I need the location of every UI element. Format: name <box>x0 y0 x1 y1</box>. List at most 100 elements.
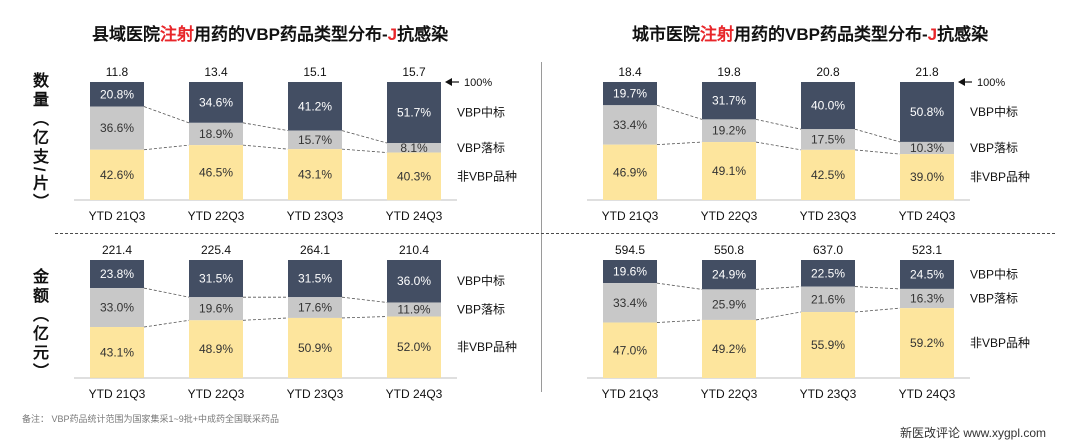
x-tick-label: YTD 22Q3 <box>188 209 245 223</box>
legend-label: 非VBP品种 <box>970 336 1030 350</box>
x-tick-label: YTD 23Q3 <box>287 209 344 223</box>
total-label: 550.8 <box>714 243 744 257</box>
bar-segment <box>603 283 657 323</box>
x-tick-label: YTD 21Q3 <box>602 209 659 223</box>
data-label: 43.1% <box>298 168 332 182</box>
row-label-quantity: 数量（亿支/片） <box>30 72 47 213</box>
data-label: 51.7% <box>397 106 431 120</box>
data-label: 39.0% <box>910 170 944 184</box>
data-label: 55.9% <box>811 338 845 352</box>
x-tick-label: YTD 22Q3 <box>701 209 758 223</box>
x-tick-label: YTD 23Q3 <box>800 209 857 223</box>
legend-label: VBP中标 <box>970 266 1018 281</box>
bar-segment <box>90 327 144 378</box>
bar-segment <box>603 144 657 200</box>
bar-segment <box>801 149 855 200</box>
x-tick-label: YTD 24Q3 <box>386 209 443 223</box>
data-label: 19.6% <box>199 302 233 316</box>
bar-segment <box>387 82 441 144</box>
data-label: 47.0% <box>613 343 647 357</box>
connector-line <box>854 149 901 155</box>
data-label: 17.5% <box>811 133 845 147</box>
title-part: 用药的VBP药品类型分布- <box>734 25 928 44</box>
total-label: 21.8 <box>915 65 939 79</box>
data-label: 23.8% <box>100 267 134 281</box>
x-tick-label: YTD 24Q3 <box>899 387 956 401</box>
legend-label: VBP中标 <box>970 104 1018 119</box>
legend-label: VBP中标 <box>457 105 505 120</box>
bar-segment <box>900 260 954 289</box>
bar-segment <box>288 317 342 378</box>
data-label: 31.7% <box>712 94 746 108</box>
data-label: 49.1% <box>712 164 746 178</box>
legend-label: 非VBP品种 <box>457 340 517 354</box>
bar-segment <box>702 319 756 378</box>
total-label: 20.8 <box>816 65 840 79</box>
panel-divider-vertical <box>541 62 542 392</box>
total-label: 13.4 <box>204 65 228 79</box>
bar-segment <box>288 260 342 298</box>
title-highlight: 注射 <box>700 25 734 44</box>
bar-segment <box>900 288 954 309</box>
connector-line <box>755 311 802 321</box>
total-label: 15.7 <box>402 65 426 79</box>
total-label: 225.4 <box>201 243 231 257</box>
bar-segment <box>189 297 243 321</box>
bar-segment <box>702 142 756 200</box>
data-label: 34.6% <box>199 95 233 109</box>
hundred-percent-label: 100% <box>977 77 1005 89</box>
x-tick-label: YTD 21Q3 <box>89 387 146 401</box>
x-tick-label: YTD 24Q3 <box>386 387 443 401</box>
bar-segment <box>603 82 657 106</box>
bar-segment <box>90 106 144 150</box>
bar-segment <box>702 82 756 120</box>
bar-segment <box>189 260 243 298</box>
connector-line <box>854 286 901 290</box>
chart-title-city: 城市医院注射用药的VBP药品类型分布-J抗感染 <box>632 20 988 45</box>
bar-segment <box>801 312 855 378</box>
data-label: 46.9% <box>613 165 647 179</box>
x-tick-label: YTD 22Q3 <box>701 387 758 401</box>
data-label: 18.9% <box>199 127 233 141</box>
data-label: 42.5% <box>811 168 845 182</box>
connector-line <box>143 287 190 298</box>
bar-segment <box>702 119 756 143</box>
data-label: 46.5% <box>199 166 233 180</box>
bar-segment <box>189 320 243 378</box>
connector-line <box>755 286 802 290</box>
bar-segment <box>801 260 855 287</box>
hundred-percent-label: 100% <box>464 77 492 89</box>
title-highlight: J <box>927 25 938 44</box>
data-label: 36.6% <box>100 121 134 135</box>
total-label: 210.4 <box>399 243 429 257</box>
bar-segment <box>90 260 144 289</box>
data-label: 17.6% <box>298 301 332 315</box>
connector-line <box>656 104 703 120</box>
data-label: 50.9% <box>298 341 332 355</box>
chart-title-county: 县域医院注射用药的VBP药品类型分布-J抗感染 <box>92 20 448 45</box>
x-tick-label: YTD 24Q3 <box>899 209 956 223</box>
data-label: 36.0% <box>397 274 431 288</box>
title-part: 城市医院 <box>632 25 700 44</box>
total-label: 523.1 <box>912 243 942 257</box>
connector-line <box>854 128 901 143</box>
connector-line <box>656 319 703 323</box>
bar-segment <box>288 130 342 150</box>
bar-segment <box>900 141 954 155</box>
data-label: 40.0% <box>811 99 845 113</box>
title-highlight: J <box>387 25 398 44</box>
bar-segment <box>90 288 144 328</box>
connector-line <box>755 141 802 151</box>
data-label: 19.7% <box>613 87 647 101</box>
total-label: 264.1 <box>300 243 330 257</box>
bar-segment <box>801 286 855 313</box>
bar-segment <box>288 82 342 131</box>
data-label: 43.1% <box>100 345 134 359</box>
total-label: 15.1 <box>303 65 327 79</box>
connector-line <box>341 148 388 153</box>
bar-segment <box>288 297 342 318</box>
bar-segment <box>189 122 243 146</box>
data-label: 33.4% <box>613 118 647 132</box>
legend-label: VBP落标 <box>970 141 1018 155</box>
